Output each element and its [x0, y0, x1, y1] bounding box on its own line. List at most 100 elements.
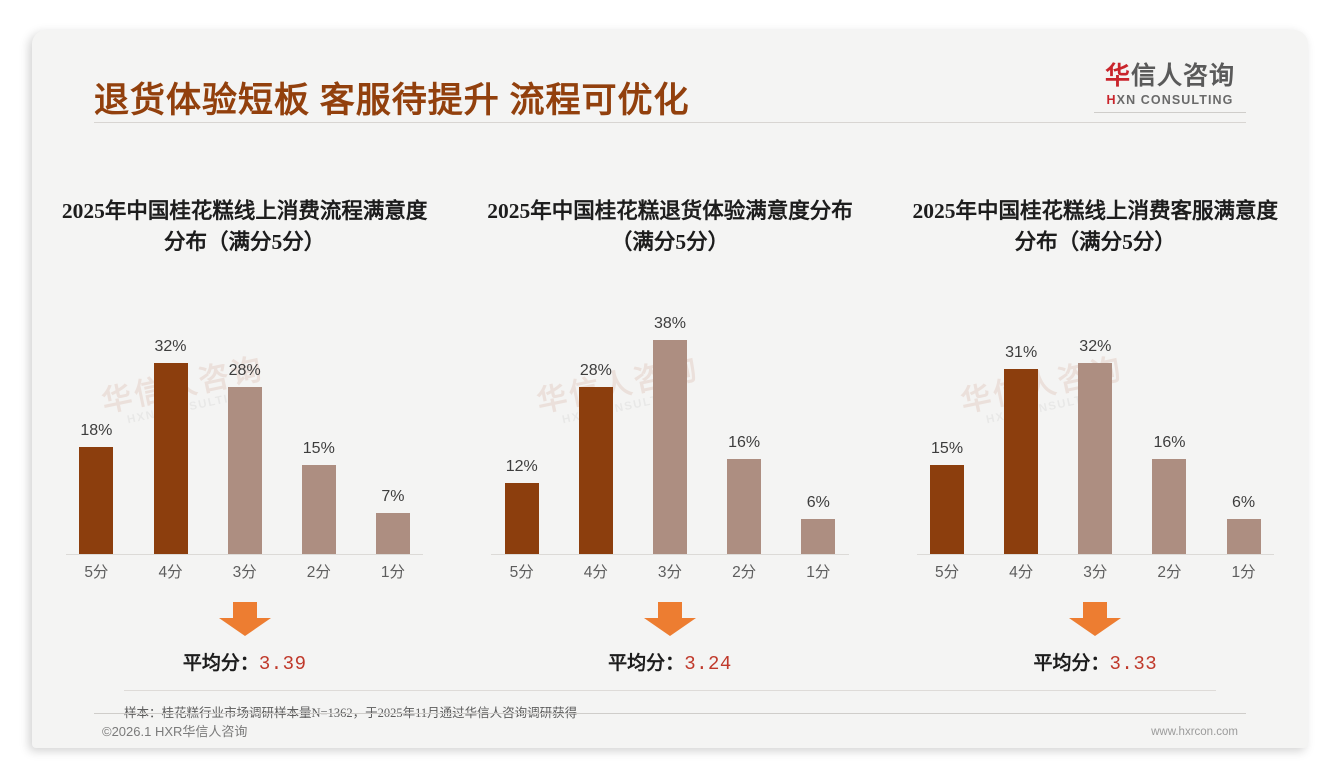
- website-url[interactable]: www.hxrcon.com: [1151, 726, 1238, 738]
- average-score: 平均分：3.39: [32, 648, 457, 675]
- bar-slot: 28%: [565, 315, 626, 555]
- bar: [1226, 519, 1261, 555]
- bar-slot: 15%: [288, 315, 349, 555]
- bar: [930, 465, 965, 555]
- footnote-divider: [124, 690, 1216, 691]
- chart-panel-return: 2025年中国桂花糕退货体验满意度分布（满分5分） 华信人咨询 HXN CONS…: [457, 140, 882, 680]
- bar-slot: 16%: [714, 315, 775, 555]
- x-tick-label: 4分: [583, 564, 608, 581]
- bar-slot: 32%: [1065, 315, 1126, 555]
- average-label: 平均分：: [182, 653, 259, 674]
- bar: [1152, 459, 1187, 555]
- x-tick-label: 1分: [1231, 564, 1256, 581]
- sample-footnote: 样本：桂花糕行业市场调研样本量N=1362，于2025年11月通过华信人咨询调研…: [124, 706, 578, 720]
- arrow-container: [883, 602, 1308, 636]
- bar-value-label: 12%: [505, 458, 538, 475]
- x-tick-label: 1分: [380, 564, 405, 581]
- bar-value-label: 15%: [931, 440, 964, 457]
- x-tick-label: 5分: [934, 564, 960, 581]
- average-value: 3.39: [258, 653, 307, 675]
- chart-title: 2025年中国桂花糕线上消费客服满意度分布（满分5分）: [912, 199, 1279, 255]
- average-label: 平均分：: [1033, 653, 1110, 674]
- footer-divider: [94, 713, 1246, 714]
- bar: [578, 387, 613, 555]
- x-tick-label: 5分: [84, 564, 109, 581]
- slide-header: 退货体验短板 客服待提升 流程可优化 华信人咨询 HXN CONSULTING: [32, 30, 1308, 123]
- logo-accent-char: 华: [1104, 63, 1131, 90]
- down-arrow-icon: [1069, 602, 1122, 636]
- x-tick-label: 2分: [1157, 564, 1182, 581]
- chart-title: 2025年中国桂花糕线上消费流程满意度分布（满分5分）: [61, 199, 428, 255]
- bar-slot: 12%: [491, 315, 552, 555]
- average-value: 3.24: [684, 653, 732, 675]
- x-axis-labels: 5分 4分 3分 2分 1分: [917, 560, 1274, 582]
- x-tick-label: 2分: [306, 564, 331, 581]
- logo-chinese-rest: 信人咨询: [1131, 63, 1236, 90]
- x-axis-line: [491, 554, 849, 555]
- bar-slot: 32%: [140, 315, 201, 555]
- bar-slot: 7%: [363, 315, 424, 555]
- bar-value-label: 28%: [228, 362, 261, 379]
- bar-group: 12% 28% 38% 16%: [491, 315, 848, 555]
- bar-value-label: 6%: [1232, 494, 1256, 511]
- x-axis-line: [66, 554, 424, 555]
- slide-canvas: 退货体验短板 客服待提升 流程可优化 华信人咨询 HXN CONSULTING …: [32, 30, 1308, 748]
- bar-value-label: 16%: [728, 434, 761, 451]
- x-tick-label: 3分: [232, 564, 257, 581]
- average-label: 平均分：: [608, 653, 685, 674]
- bar-group: 15% 31% 32% 16%: [917, 315, 1274, 555]
- x-tick-label: 2分: [732, 564, 757, 581]
- average-score: 平均分：3.24: [457, 648, 882, 675]
- arrow-container: [32, 602, 457, 636]
- bar-slot: 6%: [1213, 315, 1274, 555]
- bar-slot: 31%: [991, 315, 1052, 555]
- down-arrow-icon: [643, 602, 696, 636]
- bar: [79, 447, 114, 555]
- page-title: 退货体验短板 客服待提升 流程可优化: [94, 81, 690, 120]
- bar: [1004, 369, 1039, 555]
- bar-value-label: 16%: [1153, 434, 1186, 451]
- bar-slot: 38%: [640, 315, 701, 555]
- x-axis-labels: 5分 4分 3分 2分 1分: [491, 560, 848, 582]
- bar: [375, 513, 410, 555]
- bar: [652, 340, 687, 555]
- bar-value-label: 7%: [381, 488, 405, 505]
- logo-chinese-text: 华信人咨询: [1094, 64, 1246, 89]
- x-tick-label: 4分: [158, 564, 183, 581]
- x-tick-label: 3分: [1083, 564, 1108, 581]
- logo-underline: [1094, 111, 1246, 113]
- logo-english-text: HXN CONSULTING: [1094, 94, 1246, 107]
- bar-value-label: 32%: [1079, 338, 1112, 355]
- x-tick-label: 3分: [657, 564, 683, 581]
- bar: [727, 459, 762, 555]
- bar-slot: 6%: [788, 315, 849, 555]
- bar-plot-area: 18% 32% 28% 15%: [66, 315, 424, 555]
- x-axis-line: [916, 554, 1274, 555]
- bar: [301, 465, 336, 555]
- chart-panel-process: 2025年中国桂花糕线上消费流程满意度分布（满分5分） 华信人咨询 HXN CO…: [32, 140, 457, 680]
- bar-slot: 18%: [66, 315, 127, 555]
- copyright-text: ©2026.1 HXR华信人咨询: [102, 724, 248, 739]
- x-tick-label: 5分: [509, 564, 534, 581]
- bar-slot: 15%: [917, 315, 978, 555]
- x-tick-label: 1分: [806, 564, 831, 581]
- bar-group: 18% 32% 28% 15%: [66, 315, 423, 555]
- bar: [801, 519, 836, 555]
- bar: [1078, 363, 1113, 555]
- bar-value-label: 32%: [154, 338, 187, 355]
- bar: [504, 483, 539, 555]
- bar: [153, 363, 188, 555]
- bar: [227, 387, 262, 555]
- bar-value-label: 28%: [579, 362, 612, 379]
- bar-plot-area: 12% 28% 38% 16%: [491, 315, 849, 555]
- bar-value-label: 15%: [302, 440, 335, 457]
- company-logo: 华信人咨询 HXN CONSULTING: [1094, 64, 1246, 113]
- logo-english-rest: XN CONSULTING: [1116, 93, 1234, 107]
- chart-panel-service: 2025年中国桂花糕线上消费客服满意度分布（满分5分） 华信人咨询 HXN CO…: [883, 140, 1308, 680]
- chart-title: 2025年中国桂花糕退货体验满意度分布（满分5分）: [487, 199, 853, 255]
- bar-slot: 28%: [214, 315, 275, 555]
- average-score: 平均分：3.33: [883, 648, 1308, 675]
- x-axis-labels: 5分 4分 3分 2分 1分: [66, 560, 423, 582]
- down-arrow-icon: [218, 602, 271, 636]
- x-tick-label: 4分: [1009, 564, 1034, 581]
